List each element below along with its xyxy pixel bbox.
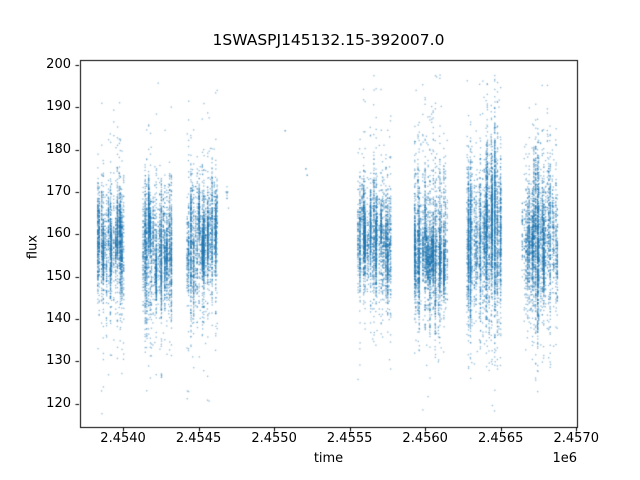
y-tick-label: 130 — [46, 353, 71, 369]
y-tick-label: 200 — [46, 57, 71, 73]
x-tick-label: 2.4560 — [402, 431, 448, 446]
x-tick-label: 2.4540 — [100, 431, 146, 446]
x-tick-label: 2.4555 — [326, 431, 373, 446]
chart-title: 1SWASPJ145132.15-392007.0 — [212, 31, 445, 49]
y-tick-label: 190 — [46, 99, 71, 115]
y-tick-label: 120 — [46, 395, 71, 411]
x-tick-label: 2.4570 — [553, 431, 599, 446]
y-tick-label: 140 — [46, 311, 71, 327]
y-tick-label: 160 — [46, 226, 71, 242]
y-tick-label: 170 — [46, 184, 71, 200]
x-axis-offset-text: 1e6 — [552, 451, 577, 466]
y-tick-label: 150 — [46, 268, 71, 284]
x-tick-label: 2.4545 — [175, 431, 222, 446]
x-tick-label: 2.4565 — [477, 431, 524, 446]
y-tick-label: 180 — [46, 141, 71, 157]
x-tick-label: 2.4550 — [251, 431, 297, 446]
x-axis-label: time — [313, 451, 344, 466]
